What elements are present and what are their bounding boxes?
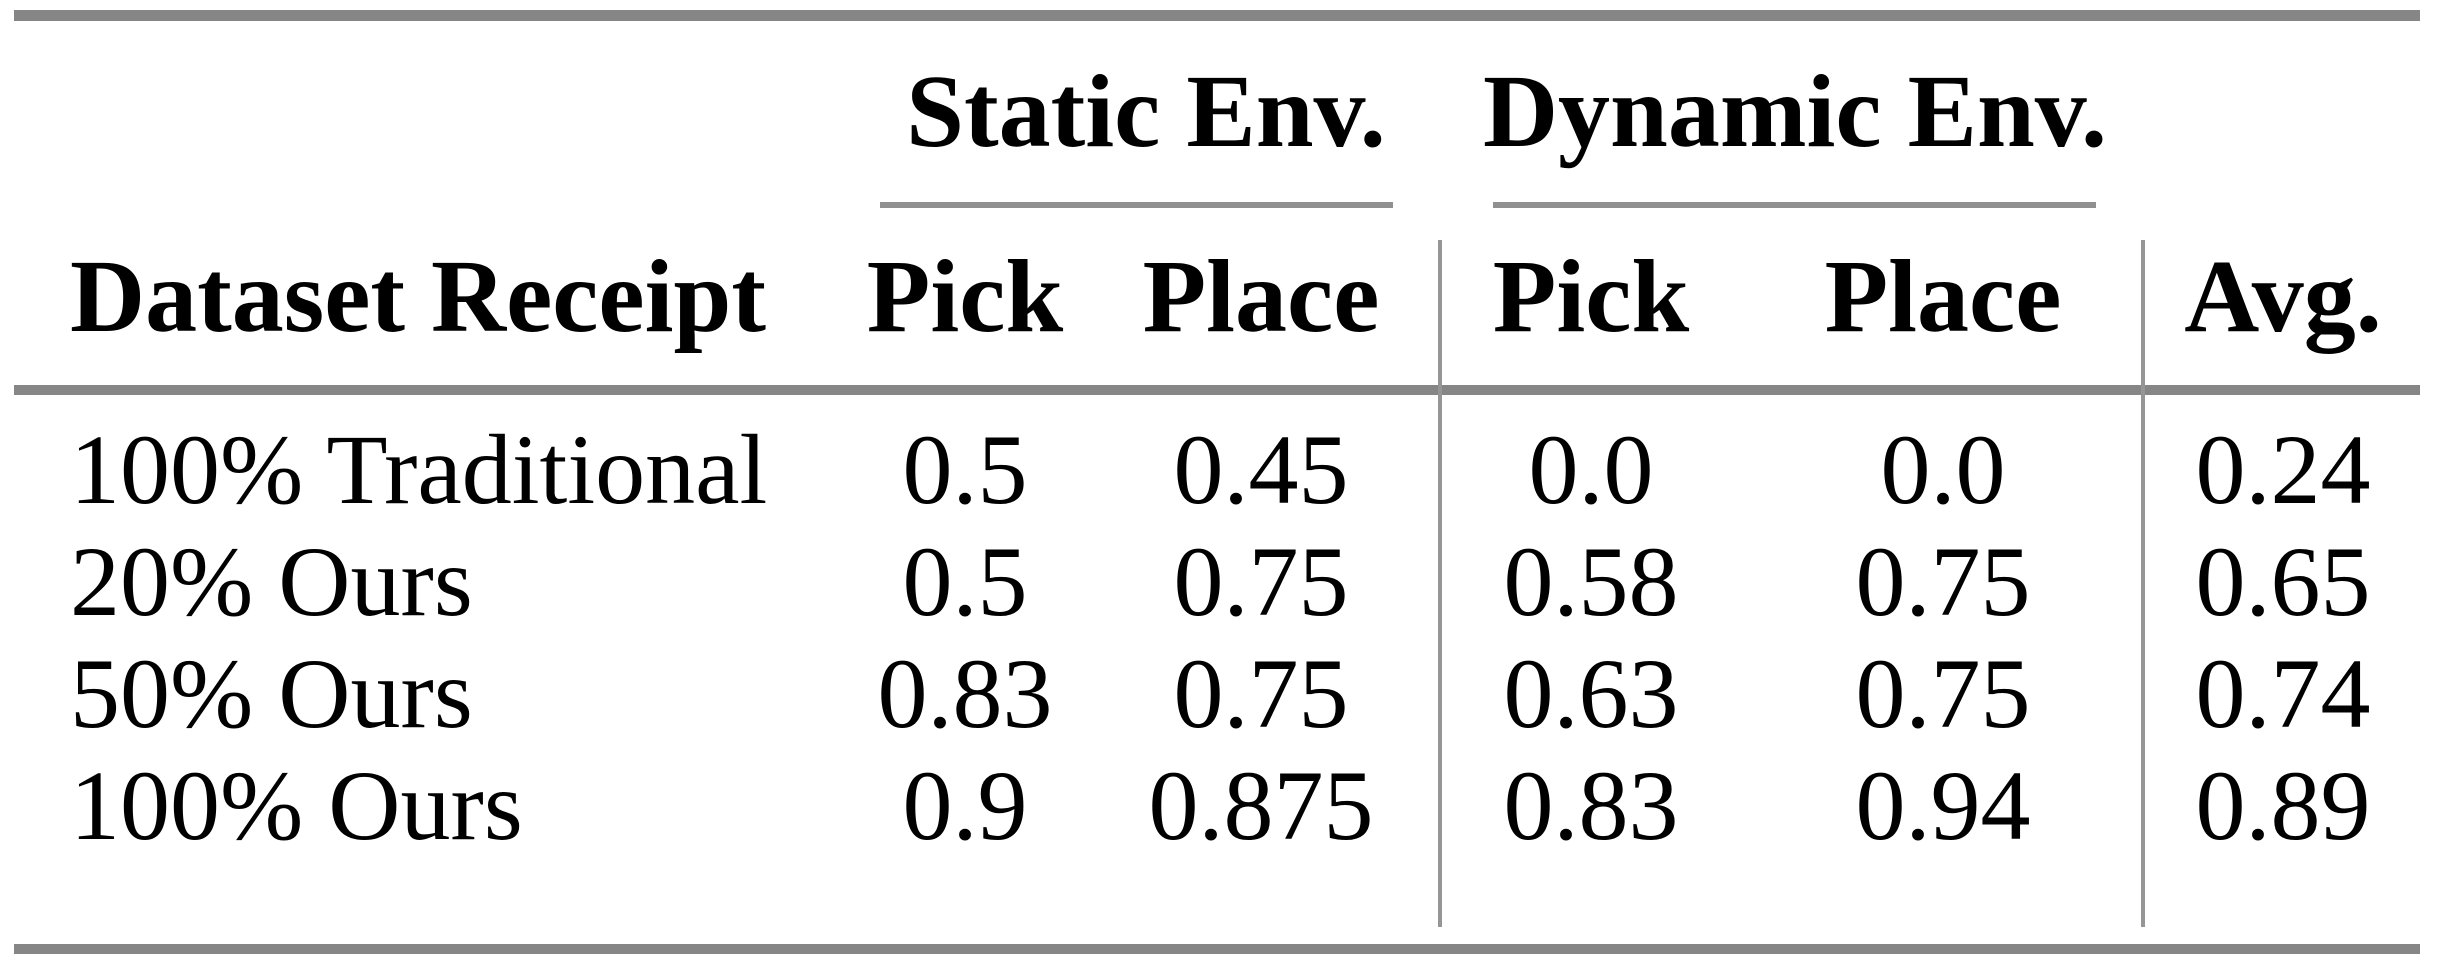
cell-dynamic-place: 0.0	[1880, 414, 2006, 525]
cell-dynamic-pick: 0.63	[1503, 638, 1679, 749]
col-header-dynamic-pick: Pick	[1492, 239, 1690, 354]
table-bottom-rule	[14, 944, 2420, 954]
cell-dynamic-place: 0.75	[1855, 638, 2031, 749]
cell-static-place: 0.45	[1173, 414, 1349, 525]
cell-avg: 0.74	[2195, 638, 2371, 749]
cell-avg: 0.65	[2195, 526, 2371, 637]
cell-dynamic-pick: 0.58	[1503, 526, 1679, 637]
cell-static-pick: 0.5	[902, 414, 1028, 525]
cell-avg: 0.24	[2195, 414, 2371, 525]
table-top-rule	[14, 10, 2420, 21]
row-label: 20% Ours	[70, 526, 473, 637]
row-label: 100% Ours	[70, 750, 523, 861]
cell-dynamic-place: 0.75	[1855, 526, 2031, 637]
cell-static-pick: 0.5	[902, 526, 1028, 637]
group-header-static-env: Static Env.	[906, 54, 1386, 169]
cell-dynamic-place: 0.94	[1855, 750, 2031, 861]
col-header-avg: Avg.	[2184, 239, 2382, 354]
cell-static-pick: 0.83	[877, 638, 1053, 749]
column-separator-dynamic-avg	[2141, 240, 2145, 927]
column-separator-static-dynamic	[1438, 240, 1442, 927]
cell-static-pick: 0.9	[902, 750, 1028, 861]
cell-avg: 0.89	[2195, 750, 2371, 861]
dynamic-env-underline	[1493, 202, 2096, 208]
cell-dynamic-pick: 0.0	[1528, 414, 1654, 525]
static-env-underline	[880, 202, 1393, 208]
cell-dynamic-pick: 0.83	[1503, 750, 1679, 861]
col-header-static-pick: Pick	[866, 239, 1064, 354]
col-header-static-place: Place	[1142, 239, 1380, 354]
cell-static-place: 0.75	[1173, 526, 1349, 637]
row-label: 100% Traditional	[70, 414, 768, 525]
row-label: 50% Ours	[70, 638, 473, 749]
col-header-dataset-receipt: Dataset Receipt	[70, 239, 766, 354]
cell-static-place: 0.875	[1148, 750, 1374, 861]
col-header-dynamic-place: Place	[1824, 239, 2062, 354]
group-header-dynamic-env: Dynamic Env.	[1482, 54, 2108, 169]
table-header-body-rule	[14, 385, 2420, 395]
cell-static-place: 0.75	[1173, 638, 1349, 749]
